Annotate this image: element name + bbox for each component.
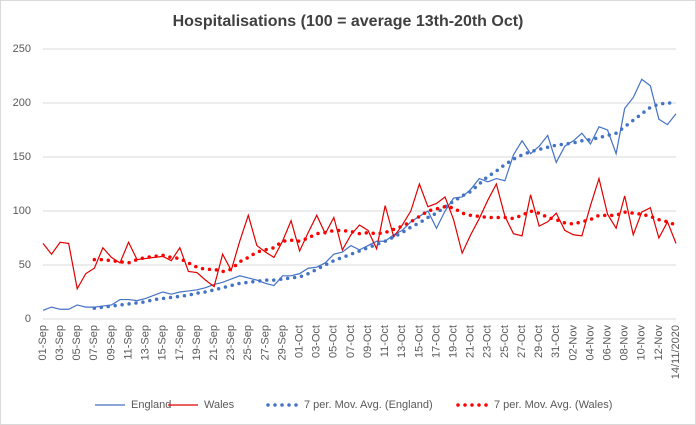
x-tick-label: 23-Oct [482, 325, 494, 358]
legend-label: Wales [204, 399, 235, 411]
x-tick-label: 05-Sep [71, 325, 83, 360]
y-tick-label: 200 [13, 97, 31, 109]
x-tick-label: 29-Sep [276, 325, 288, 360]
x-tick-label: 10-Nov [636, 325, 648, 361]
series-line [92, 204, 678, 274]
x-tick-label: 07-Oct [345, 325, 357, 358]
x-tick-label: 09-Sep [105, 325, 117, 360]
x-tick-label: 02-Nov [567, 325, 579, 361]
x-tick-label: 17-Oct [430, 325, 442, 358]
x-tick-label: 19-Oct [448, 325, 460, 358]
x-tick-label: 01-Sep [37, 325, 49, 360]
x-tick-label: 11-Oct [379, 325, 391, 357]
x-tick-label: 27-Oct [516, 325, 528, 358]
y-tick-label: 50 [19, 259, 31, 271]
y-tick-label: 250 [13, 43, 31, 55]
x-tick-label: 25-Sep [242, 325, 254, 360]
legend-label: 7 per. Mov. Avg. (England) [304, 399, 433, 411]
legend-label: 7 per. Mov. Avg. (Wales) [494, 399, 612, 411]
x-tick-label: 08-Nov [619, 325, 631, 361]
x-tick-label: 03-Sep [54, 325, 66, 360]
x-tick-label: 27-Sep [259, 325, 271, 360]
x-tick-label: 11-Sep [122, 325, 134, 360]
x-tick-label: 05-Oct [328, 325, 340, 358]
x-tick-label: 15-Oct [413, 325, 425, 358]
y-tick-label: 0 [25, 313, 31, 325]
x-tick-label: 19-Sep [191, 325, 203, 360]
x-tick-label: 01-Oct [294, 325, 306, 358]
x-tick-label: 06-Nov [601, 325, 613, 361]
x-tick-label: 21-Sep [208, 325, 220, 360]
x-tick-label: 13-Sep [140, 325, 152, 360]
x-tick-label: 12-Nov [653, 325, 665, 361]
legend-label: England [131, 399, 171, 411]
y-tick-label: 100 [13, 205, 31, 217]
x-tick-label: 03-Oct [311, 325, 323, 358]
x-tick-label: 07-Sep [88, 325, 100, 360]
x-tick-label: 21-Oct [465, 325, 477, 358]
y-tick-label: 150 [13, 151, 31, 163]
x-tick-label: 13-Oct [396, 325, 408, 358]
x-tick-label: 29-Oct [533, 325, 545, 358]
chart-title: Hospitalisations (100 = average 13th-20t… [173, 13, 524, 30]
x-tick-label: 04-Nov [584, 325, 596, 361]
x-tick-label: 17-Sep [174, 325, 186, 360]
x-tick-label: 14/11/2020 [670, 325, 682, 379]
x-tick-label: 23-Sep [225, 325, 237, 360]
x-tick-label: 25-Oct [499, 325, 511, 358]
x-tick-label: 09-Oct [362, 325, 374, 358]
series-line [92, 101, 678, 310]
x-tick-label: 31-Oct [550, 325, 562, 358]
x-tick-label: 15-Sep [157, 325, 169, 360]
